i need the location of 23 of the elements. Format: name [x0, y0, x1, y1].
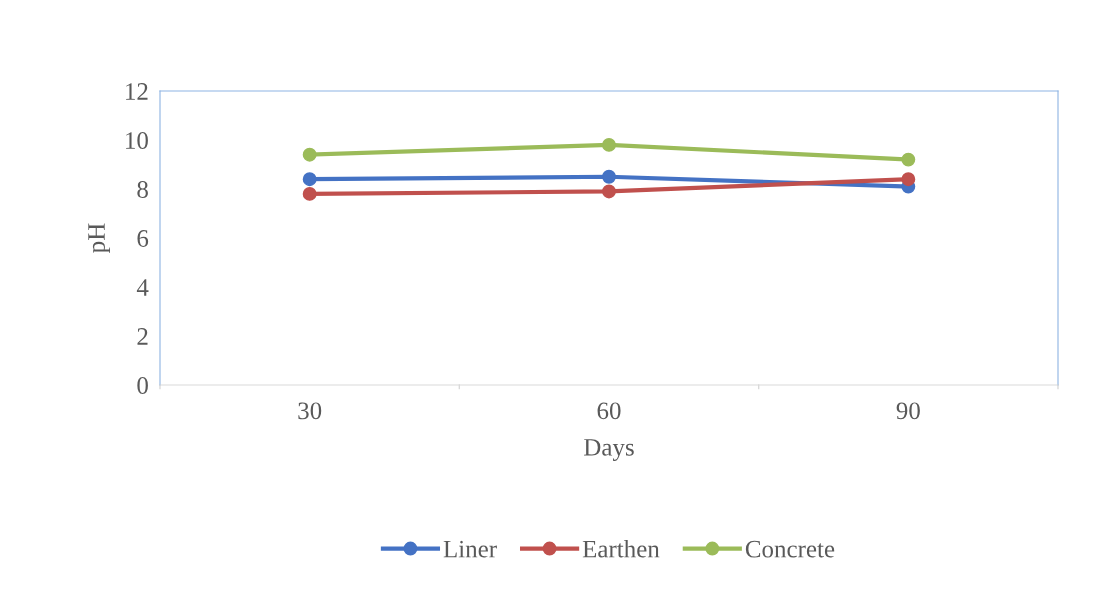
point [602, 184, 616, 199]
x-tick-label: 60 [597, 402, 621, 420]
x-tick-label: 30 [298, 402, 322, 420]
legend-label: Concrete [745, 540, 835, 558]
y-tick-label: 12 [126, 83, 148, 100]
x-tick-label: 90 [896, 402, 920, 420]
y-tick-label: 8 [137, 181, 148, 198]
point [302, 172, 317, 187]
point [602, 169, 616, 184]
legend-label: Liner [443, 540, 497, 558]
point [901, 172, 916, 187]
y-tick-label: 6 [137, 230, 149, 247]
x-axis-title: Days [584, 439, 634, 461]
y-tick-label: 10 [126, 132, 148, 149]
y-tick-label: 2 [137, 328, 148, 345]
y-axis-title: pH [88, 223, 110, 253]
point [302, 147, 317, 162]
y-tick-label: 0 [137, 377, 148, 394]
point [302, 186, 317, 201]
point [901, 152, 916, 167]
legend-label: Earthen [582, 539, 660, 558]
point [602, 137, 616, 152]
y-tick-label: 4 [136, 279, 149, 296]
